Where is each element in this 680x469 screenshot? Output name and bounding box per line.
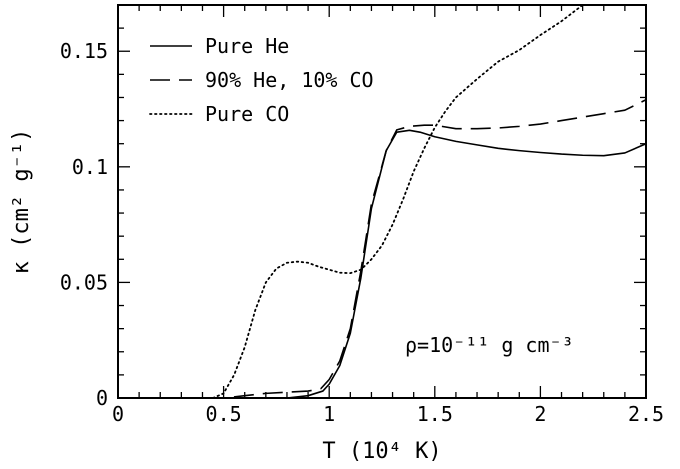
x-tick-label: 2.5 <box>628 402 664 426</box>
legend-label-pure-he: Pure He <box>205 34 289 58</box>
series-line-90-he-10-co <box>118 99 646 398</box>
x-tick-label: 0.5 <box>206 402 242 426</box>
legend: Pure He 90% He, 10% CO Pure CO <box>149 34 374 126</box>
x-tick-label: 1.5 <box>417 402 453 426</box>
y-tick-label: 0 <box>96 386 108 410</box>
x-tick-label: 1 <box>323 402 335 426</box>
y-tick-label: 0.15 <box>60 39 108 63</box>
x-tick-label: 0 <box>112 402 124 426</box>
legend-label-90-he-10-co: 90% He, 10% CO <box>205 68 374 92</box>
x-axis-label: T (10⁴ K) <box>322 439 441 464</box>
x-tick-label: 2 <box>534 402 546 426</box>
density-annotation: ρ=10⁻¹¹ g cm⁻³ <box>405 333 574 357</box>
ticks-layer: 0 0.5 1 1.5 2 2.5 0 0.05 0.1 0.15 <box>60 4 664 426</box>
series-line-pure-he <box>118 129 646 398</box>
y-tick-label: 0.1 <box>72 155 108 179</box>
series-layer <box>118 5 646 398</box>
series-line-pure-co <box>118 5 584 398</box>
plot-frame <box>117 4 647 399</box>
y-tick-label: 0.05 <box>60 270 108 294</box>
y-axis-label: κ (cm² g⁻¹) <box>9 129 34 275</box>
legend-label-pure-co: Pure CO <box>205 102 289 126</box>
